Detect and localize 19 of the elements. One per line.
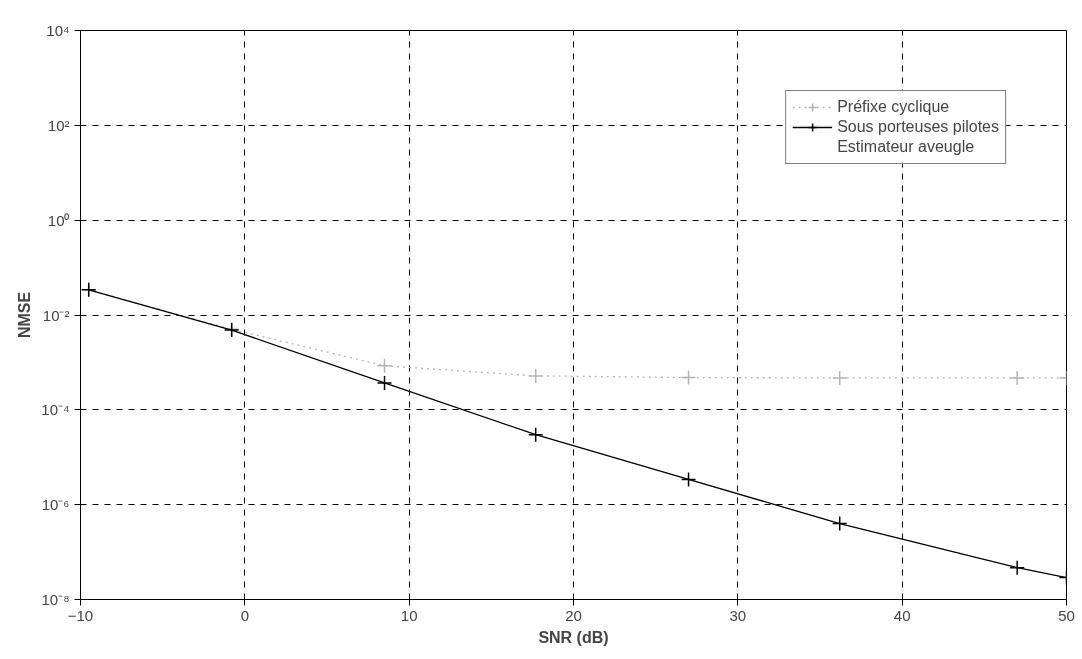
y-tick-label: 10⁻⁴ [41, 401, 70, 419]
y-tick-label: 10⁴ [46, 22, 70, 39]
x-tick-label: 0 [240, 606, 250, 624]
legend-label: Sous porteuses pilotes [837, 118, 999, 136]
x-tick-label: 40 [893, 606, 911, 624]
x-tick-label: 20 [565, 606, 582, 624]
x-tick-label: 50 [1058, 606, 1075, 624]
x-tick-label: −10 [67, 606, 94, 624]
x-axis-title: SNR (dB) [538, 628, 609, 646]
y-tick-label: 10⁻² [42, 306, 70, 324]
text: Estimateur aveugle [837, 138, 975, 156]
x-tick-label: 30 [729, 606, 747, 624]
x-tick-label: 10 [400, 606, 418, 624]
legend-label: Préfixe cyclique [837, 98, 950, 116]
y-axis-title: NMSE [16, 291, 34, 339]
y-tick-label: 10⁻⁶ [41, 496, 70, 514]
y-tick-label: 10⁰ [47, 211, 70, 229]
y-tick-label: 10⁻⁸ [41, 591, 70, 608]
y-tick-label: 10² [47, 116, 70, 134]
